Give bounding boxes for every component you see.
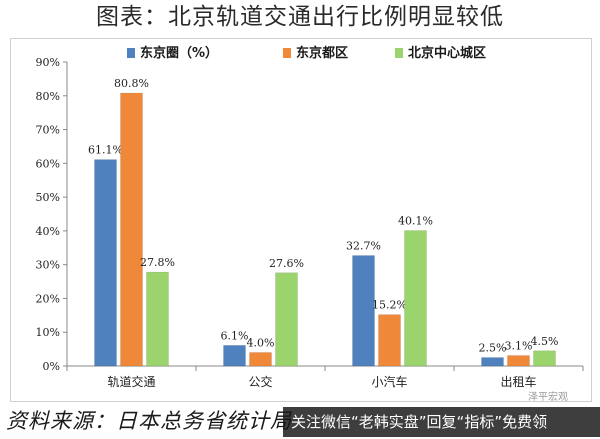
bar — [120, 92, 143, 367]
bar — [481, 357, 504, 367]
x-tick-label: 小汽车 — [371, 374, 407, 389]
chart-title: 图表：北京轨道交通出行比例明显较低 — [96, 4, 504, 30]
bar — [94, 159, 117, 367]
data-label: 2.5% — [479, 342, 507, 355]
data-label: 32.7% — [346, 240, 381, 253]
x-tick-label: 公交 — [248, 374, 272, 389]
y-tick-label: 60% — [36, 157, 60, 170]
bar-chart: 0% 10% 20% 30% 40% 50% 60% 70% 80% 90% 轨道交通 61.1% 80… — [36, 45, 584, 389]
source-text: 资料来源：日本总务省统计局 — [6, 409, 292, 433]
data-label: 40.1% — [398, 215, 433, 228]
wechat-banner[interactable]: 关注微信“老韩实盘”回复“指标”免费领 — [283, 407, 600, 437]
bar — [352, 255, 375, 367]
watermark-text: 泽平宏观 — [528, 392, 568, 403]
bar — [378, 314, 401, 367]
x-tick-label: 出租车 — [500, 374, 536, 389]
bar — [223, 345, 246, 367]
chart-frame: 0% 10% 20% 30% 40% 50% 60% 70% 80% 90% 轨道交通 61.1% 80… — [10, 38, 592, 402]
wechat-banner-text: 关注微信“老韩实盘”回复“指标”免费领 — [291, 413, 548, 431]
y-tick-label: 70% — [36, 124, 60, 137]
y-tick-label: 80% — [36, 90, 60, 103]
legend-swatch — [283, 48, 291, 58]
bar — [275, 272, 298, 367]
y-tick-label: 0% — [43, 360, 60, 373]
data-label: 61.1% — [88, 144, 123, 157]
data-label: 4.0% — [247, 336, 275, 349]
y-tick-label: 10% — [36, 326, 60, 339]
bar — [249, 352, 272, 367]
bar — [404, 230, 427, 367]
data-label: 6.1% — [221, 329, 249, 342]
bar — [533, 350, 556, 367]
data-label: 27.6% — [269, 257, 304, 270]
data-label: 15.2% — [372, 299, 407, 312]
footer: 资料来源：日本总务省统计局 关注微信“老韩实盘”回复“指标”免费领 — [0, 404, 600, 439]
legend-swatch — [395, 48, 403, 58]
data-label: 3.1% — [505, 340, 533, 353]
legend-label: 北京中心城区 — [408, 45, 486, 61]
y-tick-label: 90% — [36, 56, 60, 69]
y-tick-label: 20% — [36, 292, 60, 305]
data-label: 4.5% — [531, 335, 559, 348]
y-tick-label: 50% — [36, 191, 60, 204]
legend-label: 东京圈（%） — [140, 45, 218, 61]
bar — [146, 271, 169, 367]
legend-label: 东京都区 — [296, 45, 348, 61]
y-tick-label: 40% — [36, 225, 60, 238]
data-label: 80.8% — [114, 77, 149, 90]
data-label: 27.8% — [140, 256, 175, 269]
y-tick-label: 30% — [36, 259, 60, 272]
x-tick-label: 轨道交通 — [107, 374, 155, 389]
bar — [507, 355, 530, 367]
legend-swatch — [127, 48, 135, 58]
